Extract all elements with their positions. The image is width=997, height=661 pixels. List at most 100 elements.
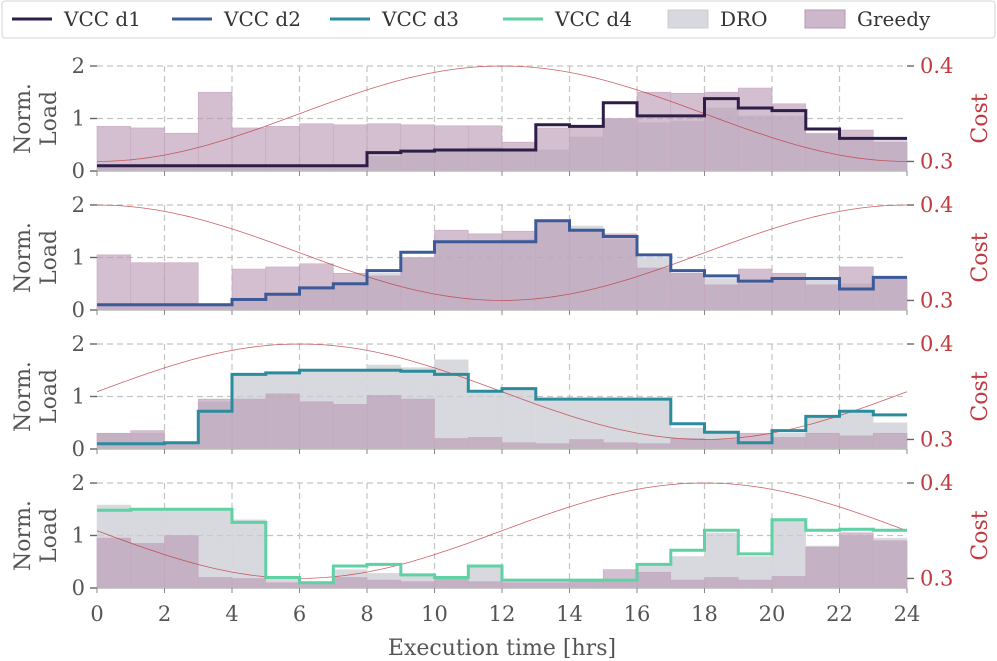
greedy-bar xyxy=(839,129,874,172)
greedy-bar xyxy=(434,125,469,172)
y-axis-label-line: Load xyxy=(37,369,62,424)
greedy-bar xyxy=(872,141,908,172)
cost-tick-label: 0.4 xyxy=(920,471,953,495)
legend-label-2: VCC d2 xyxy=(223,7,301,31)
y-tick-label: 1 xyxy=(72,107,85,131)
greedy-bar xyxy=(197,91,233,172)
greedy-bar xyxy=(704,577,739,589)
greedy-bar xyxy=(535,582,570,589)
vcc-step-line xyxy=(97,219,907,307)
y-axis-label-line: Norm. xyxy=(11,500,36,571)
greedy-bar xyxy=(366,275,402,311)
y-axis-label-line: Load xyxy=(37,508,62,563)
y-tick-label: 1 xyxy=(72,524,85,548)
greedy-bar xyxy=(805,284,840,311)
dro-bar xyxy=(197,508,233,589)
greedy-bar xyxy=(670,93,705,172)
legend-label-3: VCC d3 xyxy=(381,7,459,31)
greedy-bar xyxy=(569,581,604,589)
legend-label-5: DRO xyxy=(720,7,768,31)
cost-tick-label: 0.3 xyxy=(920,149,953,173)
greedy-bar xyxy=(501,141,537,172)
x-tick-label: 16 xyxy=(624,602,651,626)
cost-axis-label: Cost xyxy=(968,371,993,421)
legend-label-1: VCC d1 xyxy=(63,7,141,31)
y-tick-label: 0 xyxy=(72,437,85,461)
greedy-bar xyxy=(130,543,165,589)
greedy-bar xyxy=(299,123,334,172)
greedy-bar xyxy=(839,435,874,450)
x-tick-label: 10 xyxy=(421,602,448,626)
greedy-bar xyxy=(197,577,233,589)
greedy-bar xyxy=(569,126,604,172)
legend-label-6: Greedy xyxy=(857,7,931,31)
legend-patch-5 xyxy=(667,9,709,29)
greedy-bar xyxy=(467,125,503,172)
greedy-bar xyxy=(704,91,739,172)
greedy-bar xyxy=(265,582,300,589)
greedy-bar xyxy=(872,432,908,450)
greedy-bar xyxy=(265,126,300,172)
greedy-bar xyxy=(805,132,840,172)
y-axis-label-line: Norm. xyxy=(11,361,36,432)
greedy-bar xyxy=(265,266,300,311)
cost-tick-label: 0.3 xyxy=(920,566,953,590)
x-tick-label: 2 xyxy=(158,602,171,626)
cost-tick-label: 0.3 xyxy=(920,427,953,451)
greedy-bar xyxy=(96,126,132,172)
cost-axis-label: Cost xyxy=(968,232,993,282)
legend: VCC d1 VCC d2 VCC d3 VCC d4 DRO Greedy xyxy=(1,0,996,39)
y-axis-label-line: Load xyxy=(37,91,62,146)
greedy-bar xyxy=(670,579,705,589)
greedy-bar xyxy=(332,577,368,589)
greedy-bar xyxy=(805,432,840,450)
cost-tick-label: 0.3 xyxy=(920,288,953,312)
greedy-bar xyxy=(771,576,807,589)
greedy-bar xyxy=(265,393,300,450)
x-tick-label: 18 xyxy=(691,602,718,626)
greedy-bar xyxy=(872,540,908,589)
greedy-bar xyxy=(704,284,739,311)
greedy-bar xyxy=(737,87,773,172)
vcc-step-line xyxy=(97,97,907,168)
greedy-bar xyxy=(130,127,165,172)
y-axis-label: Norm.Load xyxy=(11,222,62,293)
dro-bar xyxy=(231,519,267,589)
y-axis-label-line: Load xyxy=(37,230,62,285)
y-tick-label: 1 xyxy=(72,246,85,270)
greedy-bar xyxy=(197,398,233,450)
greedy-bar xyxy=(366,579,402,589)
x-tick-label: 4 xyxy=(225,602,238,626)
x-tick-label: 20 xyxy=(759,602,786,626)
greedy-bar xyxy=(670,438,705,450)
greedy-bar xyxy=(400,124,435,172)
cost-curve xyxy=(96,65,908,162)
greedy-bar xyxy=(602,118,638,172)
cost-curve xyxy=(96,204,908,301)
greedy-bar xyxy=(737,268,773,311)
greedy-bar xyxy=(164,535,199,589)
greedy-bar xyxy=(636,571,672,589)
x-tick-label: 14 xyxy=(556,602,583,626)
greedy-bar xyxy=(434,438,469,450)
greedy-bar xyxy=(332,272,368,311)
cost-axis-label: Cost xyxy=(968,510,993,560)
greedy-bar xyxy=(467,581,503,589)
y-axis-label-line: Norm. xyxy=(11,83,36,154)
x-tick-label: 22 xyxy=(826,602,853,626)
greedy-bar xyxy=(636,91,672,172)
greedy-bar xyxy=(231,127,267,172)
x-tick-label: 12 xyxy=(489,602,516,626)
greedy-bar xyxy=(434,578,469,589)
y-axis-label: Norm.Load xyxy=(11,83,62,154)
greedy-bar xyxy=(501,582,537,589)
greedy-bar xyxy=(400,257,435,311)
greedy-bar xyxy=(400,398,435,450)
y-tick-label: 0 xyxy=(72,576,85,600)
greedy-bar xyxy=(636,443,672,450)
greedy-bar xyxy=(400,581,435,589)
cost-tick-label: 0.4 xyxy=(920,332,953,356)
greedy-bar xyxy=(569,439,604,450)
greedy-bar xyxy=(130,262,165,311)
